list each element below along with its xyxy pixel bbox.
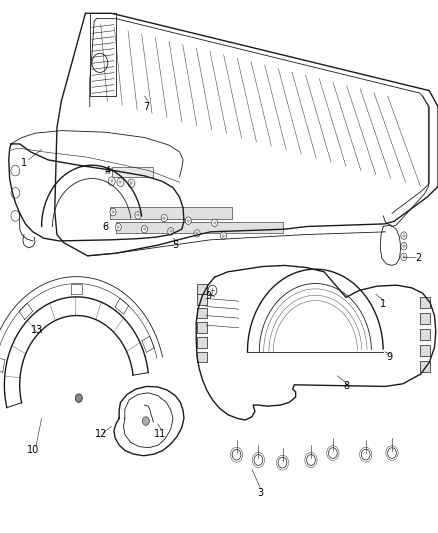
Text: 13: 13 xyxy=(31,326,43,335)
Bar xyxy=(197,337,207,348)
Bar xyxy=(420,329,430,340)
Text: 6: 6 xyxy=(102,222,108,231)
Circle shape xyxy=(254,455,263,465)
Circle shape xyxy=(401,243,407,250)
Circle shape xyxy=(361,449,370,460)
Circle shape xyxy=(232,449,241,460)
Circle shape xyxy=(208,285,217,296)
Circle shape xyxy=(141,225,148,233)
Circle shape xyxy=(135,212,141,219)
Bar xyxy=(116,222,283,233)
Circle shape xyxy=(115,223,121,231)
Circle shape xyxy=(194,230,200,237)
Bar xyxy=(197,308,207,318)
Text: 2: 2 xyxy=(415,253,421,263)
Circle shape xyxy=(328,448,337,458)
Circle shape xyxy=(185,217,191,224)
Circle shape xyxy=(161,214,167,222)
Circle shape xyxy=(388,448,396,458)
Circle shape xyxy=(75,394,82,402)
Text: 9: 9 xyxy=(205,291,211,301)
Text: 1: 1 xyxy=(380,299,386,309)
Circle shape xyxy=(307,455,315,465)
Bar xyxy=(112,167,153,177)
Bar xyxy=(420,345,430,356)
Circle shape xyxy=(128,179,135,188)
Text: 10: 10 xyxy=(27,446,39,455)
Text: 11: 11 xyxy=(154,430,166,439)
Bar xyxy=(197,294,207,305)
Circle shape xyxy=(168,228,174,235)
Text: 5: 5 xyxy=(172,240,178,250)
Text: 1: 1 xyxy=(21,158,27,167)
Bar xyxy=(197,322,207,333)
Bar xyxy=(420,313,430,324)
Text: 8: 8 xyxy=(343,382,349,391)
Circle shape xyxy=(108,177,115,185)
Text: 9: 9 xyxy=(387,352,393,362)
Bar xyxy=(197,352,207,362)
Text: 12: 12 xyxy=(95,430,107,439)
Text: 3: 3 xyxy=(258,488,264,498)
Circle shape xyxy=(401,232,407,239)
Circle shape xyxy=(278,457,287,468)
Text: 4: 4 xyxy=(104,166,110,175)
Bar xyxy=(110,207,232,219)
Circle shape xyxy=(117,178,124,187)
Circle shape xyxy=(142,417,149,425)
Bar xyxy=(420,297,430,308)
Circle shape xyxy=(401,253,407,261)
Circle shape xyxy=(220,232,226,239)
Bar xyxy=(197,284,207,294)
Circle shape xyxy=(110,208,116,216)
Text: 7: 7 xyxy=(144,102,150,111)
Circle shape xyxy=(212,219,218,227)
Bar xyxy=(420,361,430,372)
